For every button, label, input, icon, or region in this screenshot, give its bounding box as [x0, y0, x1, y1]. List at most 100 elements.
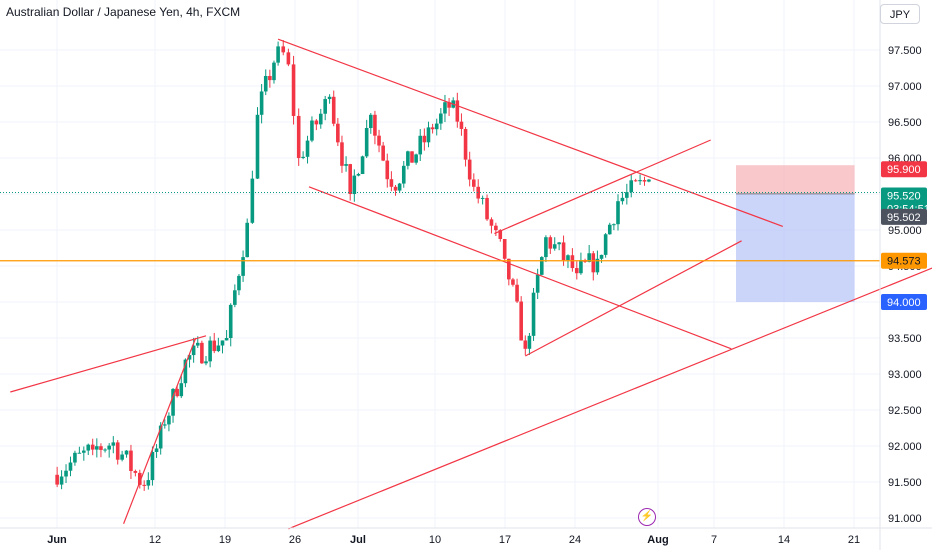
candle-body — [489, 219, 494, 226]
candle-body — [129, 450, 133, 472]
candle-body — [599, 254, 604, 259]
lightning-icon[interactable]: ⚡ — [638, 508, 656, 526]
descending-channel-lower[interactable] — [308, 186, 732, 350]
target-price-label-text: 94.000 — [887, 297, 921, 309]
x-tick-label: 10 — [429, 534, 441, 546]
candle-body — [175, 388, 179, 397]
candle-body — [548, 237, 553, 249]
candle-body — [124, 450, 129, 455]
stop-loss-zone — [736, 165, 855, 194]
y-tick-label: 95.000 — [888, 225, 922, 237]
x-tick-label: 17 — [499, 534, 511, 546]
candle-body — [158, 425, 163, 449]
descending-channel-upper[interactable] — [277, 38, 784, 227]
entry-price-label-bg — [881, 208, 927, 225]
rising-channel-lower[interactable] — [525, 240, 742, 357]
level-price-label-text: 94.573 — [887, 256, 921, 268]
candle-body — [241, 257, 245, 276]
candle-body — [314, 120, 319, 125]
candle-body — [305, 140, 310, 157]
candle-body — [82, 450, 86, 453]
target-price-label: 94.000 — [881, 294, 927, 310]
candle-body — [410, 151, 414, 163]
candle-body — [179, 383, 184, 397]
candle-body — [595, 258, 600, 273]
candle-body — [531, 292, 536, 336]
x-tick-label: 12 — [149, 534, 161, 546]
candle-body — [561, 242, 566, 261]
trendline-drawings[interactable] — [10, 38, 932, 530]
candle-body — [430, 127, 435, 130]
candle-body — [281, 46, 286, 53]
candle-body — [255, 114, 260, 179]
candle-body — [259, 91, 264, 115]
candle-body — [133, 471, 138, 473]
candle-body — [195, 342, 200, 346]
candle-body — [587, 253, 591, 262]
candle-body — [111, 442, 116, 446]
candle-body — [369, 114, 373, 128]
candle-body — [443, 102, 447, 114]
stop-price-label-bg — [881, 161, 927, 178]
candle-body — [250, 178, 255, 223]
y-tick-label: 96.500 — [888, 117, 922, 129]
candle-body — [86, 444, 91, 451]
candle-body — [115, 442, 120, 460]
y-tick-label: 93.000 — [888, 369, 922, 381]
currency-button[interactable]: JPY — [880, 4, 920, 24]
candle-body — [406, 151, 410, 166]
candle-body — [591, 253, 596, 273]
candle-body — [327, 96, 332, 100]
candle-body — [154, 448, 159, 452]
candle-body — [422, 135, 427, 143]
candle-body — [107, 445, 111, 450]
candle-body — [99, 446, 103, 450]
candle-body — [318, 113, 323, 125]
candle-body — [498, 230, 503, 240]
candle-body — [393, 186, 398, 191]
candle-body — [401, 165, 406, 184]
y-tick-label: 91.000 — [888, 513, 922, 525]
candle-body — [494, 225, 498, 231]
candle-body — [73, 452, 77, 463]
candle-body — [426, 127, 431, 143]
y-tick-label: 93.500 — [888, 333, 922, 345]
candle-body — [467, 159, 472, 180]
candle-body — [439, 113, 443, 124]
short-position-tool[interactable] — [736, 165, 855, 302]
candle-body — [364, 127, 369, 157]
candle-body — [291, 64, 296, 116]
x-tick-label: 7 — [711, 534, 717, 546]
candle-body — [220, 340, 225, 346]
x-tick-label: 19 — [219, 534, 231, 546]
candle-body — [616, 201, 620, 225]
candle-body — [323, 99, 327, 114]
take-profit-zone — [736, 193, 855, 302]
candle-body — [120, 454, 124, 460]
candle-body — [233, 290, 237, 305]
candle-body — [381, 145, 385, 161]
candle-body — [237, 275, 241, 291]
candle-body — [55, 474, 59, 485]
candle-body — [296, 115, 301, 158]
candle-body — [356, 173, 361, 176]
candle-body — [519, 301, 523, 341]
early-resistance-line[interactable] — [10, 335, 207, 393]
entry-price-label: 95.502 — [881, 208, 927, 225]
candle-body — [418, 135, 423, 155]
candle-body — [301, 156, 305, 158]
early-support-line[interactable] — [123, 337, 197, 524]
stop-price-label: 95.900 — [881, 161, 927, 178]
long-support-trendline[interactable] — [288, 266, 932, 530]
candle-body — [64, 470, 68, 477]
candle-body — [142, 484, 146, 486]
candle-body — [103, 449, 107, 451]
y-tick-label: 97.500 — [888, 45, 922, 57]
candle-body — [539, 257, 544, 275]
rising-channel-upper[interactable] — [494, 139, 711, 235]
candle-body — [629, 180, 634, 193]
candle-body — [348, 164, 352, 194]
